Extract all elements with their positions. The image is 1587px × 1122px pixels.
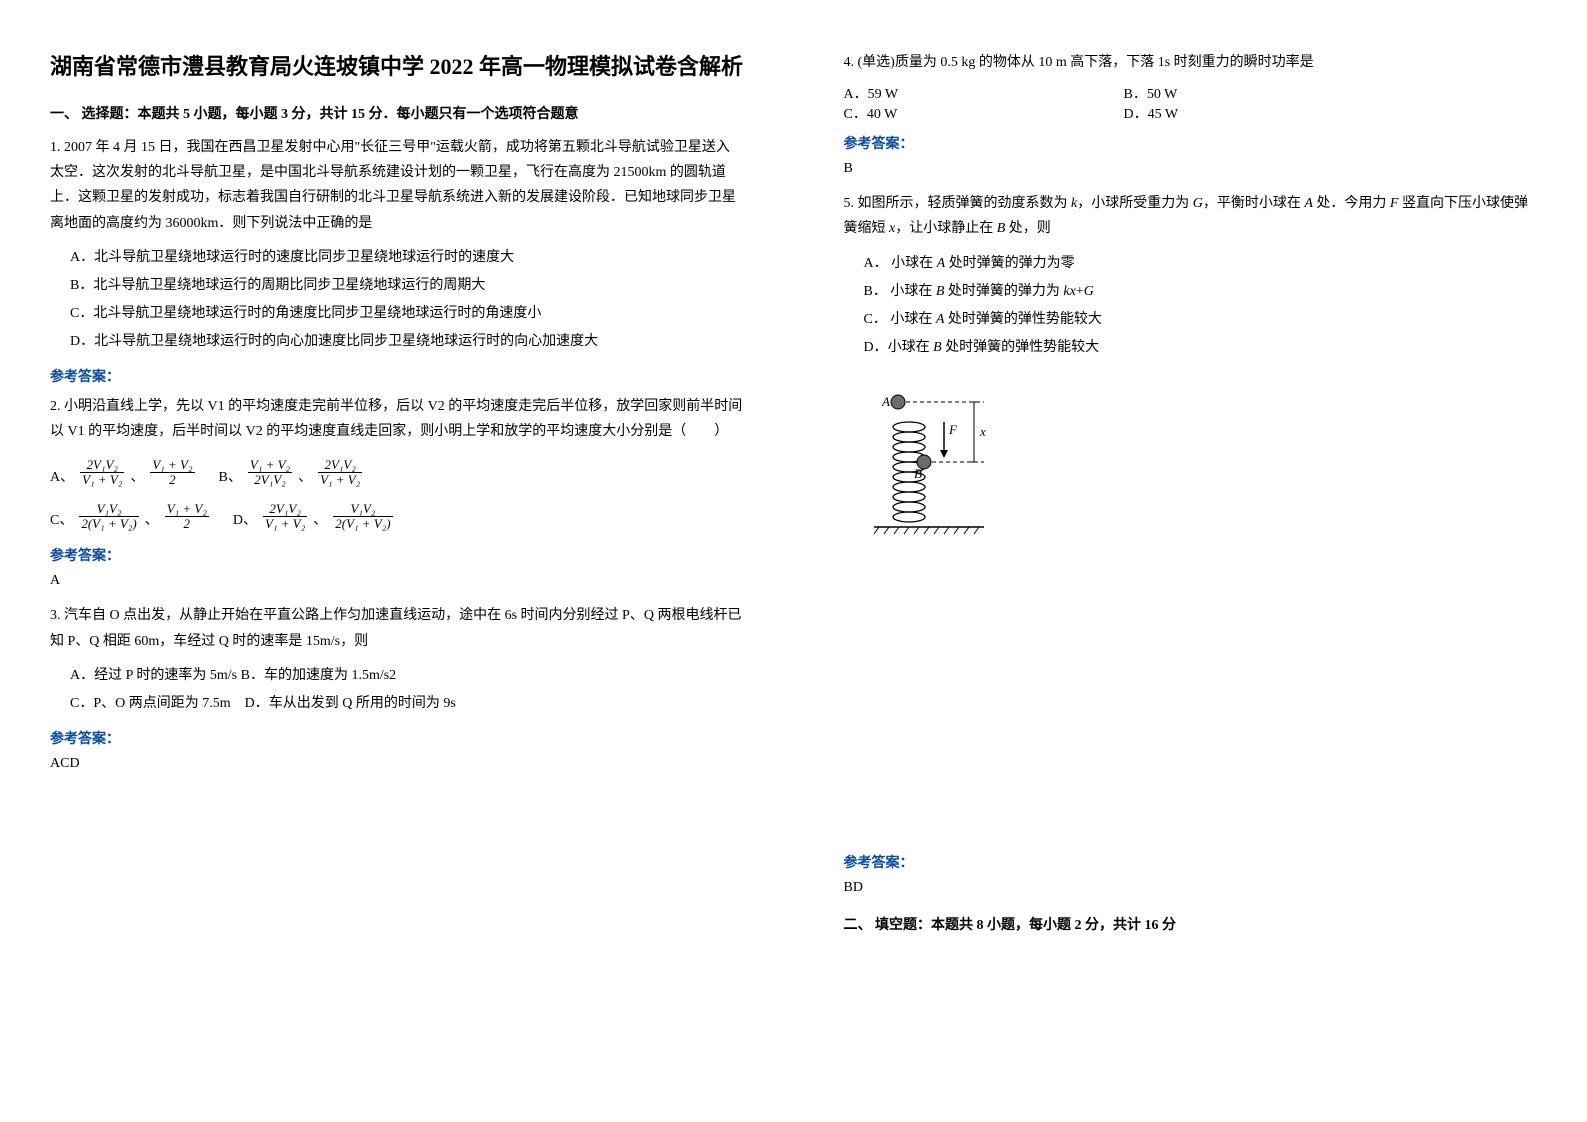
- sep: 、: [313, 509, 327, 529]
- sep: 、: [145, 509, 159, 529]
- q4-ans: B: [844, 161, 1538, 177]
- q5-ans: BD: [844, 880, 1538, 896]
- spacer: [844, 602, 1538, 842]
- q4-opt-a: A．59 W: [844, 83, 1124, 103]
- section1-head: 一、 选择题：本题共 5 小题，每小题 3 分，共计 15 分．每小题只有一个选…: [50, 103, 744, 123]
- q2-options-row2: C、 V₁V₂2(V₁ + V₂) 、 V₁ + V₂2 D、 2V₁V₂V₁ …: [50, 502, 744, 532]
- q2-opt-b: B、 V₁ + V₂2V₁V₂ 、 2V₁V₂V₁ + V₂: [219, 458, 363, 488]
- frac: V₁ + V₂2: [165, 502, 209, 532]
- sep: 、: [298, 466, 312, 486]
- opt-label-d: D、: [233, 509, 257, 529]
- diagram-label-f: F: [948, 422, 958, 437]
- frac: V₁V₂2(V₁ + V₂): [333, 502, 392, 532]
- frac: V₁V₂2(V₁ + V₂): [79, 502, 138, 532]
- q4-stem: 4. (单选)质量为 0.5 kg 的物体从 10 m 高下落，下落 1s 时刻…: [844, 50, 1538, 75]
- frac: V₁ + V₂2: [150, 458, 194, 488]
- q3-opt-ab: A．经过 P 时的速率为 5m/s B．车的加速度为 1.5m/s2: [50, 662, 744, 690]
- q4-opt-d: D．45 W: [1124, 103, 1404, 123]
- q1-opt-b: B．北斗导航卫星绕地球运行的周期比同步卫星绕地球运行的周期大: [50, 272, 744, 300]
- q3-stem: 3. 汽车自 O 点出发，从静止开始在平直公路上作匀加速直线运动，途中在 6s …: [50, 603, 744, 653]
- left-column: 湖南省常德市澧县教育局火连坡镇中学 2022 年高一物理模拟试卷含解析 一、 选…: [0, 50, 794, 1082]
- q2-stem: 2. 小明沿直线上学，先以 V1 的平均速度走完前半位移，后以 V2 的平均速度…: [50, 394, 744, 444]
- q5-opt-b: B． 小球在 B 处时弹簧的弹力为 kx+G: [844, 278, 1538, 306]
- section2-head: 二、 填空题：本题共 8 小题，每小题 2 分，共计 16 分: [844, 914, 1538, 934]
- page-title: 湖南省常德市澧县教育局火连坡镇中学 2022 年高一物理模拟试卷含解析: [50, 50, 744, 83]
- q5-opt-a: A． 小球在 A 处时弹簧的弹力为零: [844, 250, 1538, 278]
- q2-opt-c: C、 V₁V₂2(V₁ + V₂) 、 V₁ + V₂2: [50, 502, 209, 532]
- q4-row2: C．40 W D．45 W: [844, 103, 1538, 123]
- q5-ans-label: 参考答案：: [844, 852, 1538, 872]
- frac: 2V₁V₂V₁ + V₂: [80, 458, 124, 488]
- q3-ans-label: 参考答案：: [50, 728, 744, 748]
- q4-opt-c: C．40 W: [844, 103, 1124, 123]
- sep: 、: [130, 466, 144, 486]
- right-column: 4. (单选)质量为 0.5 kg 的物体从 10 m 高下落，下落 1s 时刻…: [794, 50, 1587, 1082]
- q4-ans-label: 参考答案：: [844, 133, 1538, 153]
- q2-options-row1: A、 2V₁V₂V₁ + V₂ 、 V₁ + V₂2 B、 V₁ + V₂2V₁…: [50, 458, 744, 488]
- opt-label-a: A、: [50, 466, 74, 486]
- q3-opt-cd: C．P、O 两点间距为 7.5m D．车从出发到 Q 所用的时间为 9s: [50, 690, 744, 718]
- q3-ans: ACD: [50, 756, 744, 772]
- diagram-label-b: B: [914, 466, 922, 481]
- q1-opt-a: A．北斗导航卫星绕地球运行时的速度比同步卫星绕地球运行时的速度大: [50, 244, 744, 272]
- diagram-label-x: x: [979, 424, 986, 439]
- spring-svg-icon: A B F x: [864, 382, 1024, 542]
- q5-opt-c: C． 小球在 A 处时弹簧的弹性势能较大: [844, 306, 1538, 334]
- frac: 2V₁V₂V₁ + V₂: [318, 458, 362, 488]
- q2-opt-d: D、 2V₁V₂V₁ + V₂ 、 V₁V₂2(V₁ + V₂): [233, 502, 393, 532]
- q4-opt-b: B．50 W: [1124, 83, 1404, 103]
- frac: 2V₁V₂V₁ + V₂: [263, 502, 307, 532]
- frac: V₁ + V₂2V₁V₂: [248, 458, 292, 488]
- opt-label-c: C、: [50, 509, 73, 529]
- opt-label-b: B、: [219, 466, 242, 486]
- q5-opt-d: D．小球在 B 处时弹簧的弹性势能较大: [844, 334, 1538, 362]
- q4-row1: A．59 W B．50 W: [844, 83, 1538, 103]
- q1-opt-d: D．北斗导航卫星绕地球运行时的向心加速度比同步卫星绕地球运行时的向心加速度大: [50, 328, 744, 356]
- spring-diagram: A B F x: [864, 382, 1538, 542]
- q1-stem: 1. 2007 年 4 月 15 日，我国在西昌卫星发射中心用"长征三号甲"运载…: [50, 135, 744, 236]
- q1-opt-c: C．北斗导航卫星绕地球运行时的角速度比同步卫星绕地球运行时的角速度小: [50, 300, 744, 328]
- diagram-label-a: A: [881, 394, 890, 409]
- q5-stem: 5. 如图所示，轻质弹簧的劲度系数为 k，小球所受重力为 G，平衡时小球在 A …: [844, 191, 1538, 241]
- q2-opt-a: A、 2V₁V₂V₁ + V₂ 、 V₁ + V₂2: [50, 458, 195, 488]
- q2-ans: A: [50, 573, 744, 589]
- q1-ans-label: 参考答案：: [50, 366, 744, 386]
- q2-ans-label: 参考答案：: [50, 545, 744, 565]
